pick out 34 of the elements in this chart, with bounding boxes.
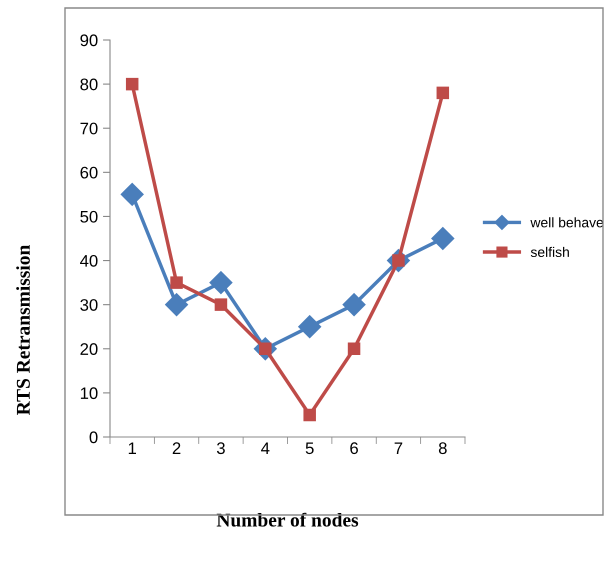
point [436, 86, 450, 100]
point [126, 78, 138, 90]
x-tick-label: 8 [438, 442, 447, 454]
point [298, 315, 322, 338]
legend-label: selfish [530, 246, 569, 258]
y-tick-label: 40 [80, 254, 98, 267]
x-tick-label: 2 [172, 442, 180, 454]
point [348, 342, 360, 356]
point [209, 271, 232, 294]
x-axis-title: Number of nodes [216, 512, 358, 527]
x-tick-label: 6 [350, 442, 358, 454]
y-tick-label: 10 [80, 387, 98, 400]
y-tick-label: 90 [80, 34, 98, 46]
x-tick-label: 5 [306, 442, 314, 454]
x-tick-label: 4 [261, 442, 270, 454]
point [214, 298, 228, 311]
point [120, 182, 144, 206]
point [342, 293, 366, 316]
y-tick-label: 30 [80, 299, 98, 311]
y-tick-label: 60 [80, 166, 98, 179]
point [170, 276, 183, 289]
point [165, 293, 188, 316]
point [431, 227, 454, 250]
point [303, 408, 316, 422]
x-tick-label: 3 [216, 442, 225, 454]
legend-label: well behave [530, 217, 604, 228]
y-axis-title: RTS Retransmission [16, 245, 30, 415]
x-tick-label: 7 [394, 442, 402, 454]
y-tick-label: 0 [90, 431, 98, 444]
y-tick-label: 80 [80, 78, 98, 90]
x-tick-label: 1 [128, 442, 136, 454]
y-tick-label: 50 [80, 210, 98, 223]
y-tick-label: 20 [80, 343, 98, 355]
y-tick-label: 70 [80, 122, 98, 134]
